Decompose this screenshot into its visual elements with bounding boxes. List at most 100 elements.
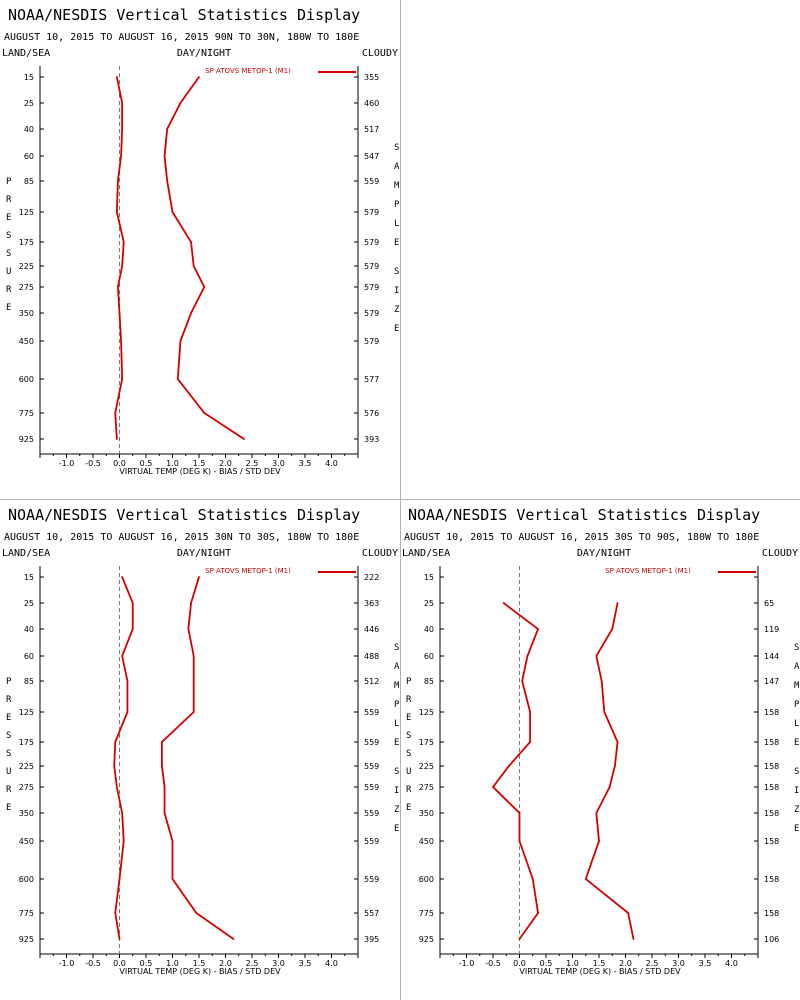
std-dev-series-point	[584, 878, 587, 880]
sample-size-tick-label: 106	[764, 935, 779, 944]
panel-divider-horizontal	[0, 499, 800, 500]
chart-subtitle: AUGUST 10, 2015 TO AUGUST 16, 2015 90N T…	[4, 32, 359, 43]
bias-series-point	[117, 286, 119, 288]
bias-series-point	[521, 680, 524, 682]
bias-series-point	[518, 812, 521, 814]
bias-series-point	[118, 878, 121, 880]
bias-series-point	[121, 576, 124, 578]
sample-size-tick-label: 557	[364, 909, 379, 918]
pressure-tick-label: 450	[419, 837, 434, 846]
std-dev-series-point	[198, 76, 200, 78]
x-tick-label: 2.5	[646, 959, 659, 968]
bias-series-point	[122, 241, 125, 243]
pressure-tick-label: 125	[19, 708, 34, 717]
label-land-sea: LAND/SEA	[402, 548, 450, 559]
bias-series-point	[502, 602, 505, 604]
bias-series-line	[113, 576, 134, 940]
sample-size-tick-label: 579	[364, 238, 379, 247]
label-land-sea: LAND/SEA	[2, 48, 50, 59]
std-dev-series-point	[616, 602, 619, 604]
bias-series-point	[537, 912, 539, 914]
x-tick-label: 0.0	[113, 459, 126, 468]
sample-size-tick-label: 559	[364, 708, 379, 717]
bias-series-point	[131, 628, 134, 630]
pressure-tick-label: 450	[19, 837, 34, 846]
sample-size-tick-label: 158	[764, 708, 779, 717]
bias-series-point	[113, 765, 116, 767]
std-dev-series-point	[203, 286, 206, 288]
bias-series-point	[518, 840, 521, 842]
chart-svg: NOAA/NESDIS Vertical Statistics Display A…	[2, 6, 400, 476]
std-dev-series-point	[163, 155, 166, 157]
sample-size-tick-label: 579	[364, 262, 379, 271]
x-tick-label: 0.5	[140, 959, 153, 968]
x-tick-label: 1.0	[566, 959, 579, 968]
label-land-sea: LAND/SEA	[2, 548, 50, 559]
x-axis-label: VIRTUAL TEMP (DEG K) - BIAS / STD DEV	[519, 967, 681, 976]
std-dev-series-point	[632, 938, 635, 940]
bias-series-point	[122, 840, 125, 842]
bias-series-line	[491, 602, 540, 940]
sample-size-tick-label: 158	[764, 875, 779, 884]
sample-size-tick-label: 222	[364, 573, 379, 582]
pressure-tick-label: 350	[19, 309, 34, 318]
x-tick-label: 0.0	[113, 959, 126, 968]
label-cloudy: CLOUDY	[362, 548, 398, 559]
std-dev-series-point	[608, 786, 611, 788]
label-day-night: DAY/NIGHT	[177, 48, 231, 59]
chart-subtitle: AUGUST 10, 2015 TO AUGUST 16, 2015 30N T…	[4, 532, 359, 543]
pressure-tick-label: 85	[424, 677, 434, 686]
pressure-tick-label: 15	[24, 73, 34, 82]
sample-size-tick-label: 559	[364, 837, 379, 846]
chart-subtitle: AUGUST 10, 2015 TO AUGUST 16, 2015 30S T…	[404, 532, 759, 543]
x-tick-label: -1.0	[59, 959, 75, 968]
sample-size-tick-label: 559	[364, 875, 379, 884]
sample-size-tick-label: 460	[364, 99, 379, 108]
legend-label: SP ATOVS METOP-1 (M1)	[205, 567, 291, 575]
sample-size-tick-label: 547	[364, 152, 379, 161]
bias-series-point	[529, 711, 531, 713]
x-tick-label: 1.5	[193, 959, 206, 968]
pressure-tick-label: 775	[419, 909, 434, 918]
sample-size-tick-label: 559	[364, 762, 379, 771]
bias-series-line	[114, 76, 125, 440]
std-dev-series-point	[163, 812, 166, 814]
x-tick-label: 4.0	[725, 959, 738, 968]
sample-size-tick-label: 512	[364, 677, 379, 686]
x-tick-label: -0.5	[85, 959, 101, 968]
pressure-tick-label: 60	[24, 152, 34, 161]
bias-series-point	[121, 265, 124, 267]
std-dev-series-point	[190, 602, 192, 604]
pressure-tick-label: 925	[19, 935, 34, 944]
pressure-tick-label: 600	[19, 875, 34, 884]
pressure-tick-label: 85	[24, 677, 34, 686]
bias-series-point	[537, 628, 539, 630]
sample-size-tick-label: 559	[364, 738, 379, 747]
panel-divider-vertical	[400, 0, 401, 1000]
sample-size-tick-label: 65	[764, 599, 774, 608]
chart-panel-30n-30s: NOAA/NESDIS Vertical Statistics Display A…	[0, 500, 400, 1000]
pressure-tick-label: 450	[19, 337, 34, 346]
bias-series-point	[114, 412, 117, 414]
pressure-tick-label: 175	[19, 238, 34, 247]
pressure-tick-label: 225	[419, 762, 434, 771]
pressure-tick-label: 775	[19, 909, 34, 918]
sample-size-tick-label: 576	[364, 409, 379, 418]
pressure-tick-label: 15	[24, 573, 34, 582]
x-tick-label: 0.5	[140, 459, 153, 468]
pressure-tick-label: 275	[419, 783, 434, 792]
sample-size-tick-label: 158	[764, 738, 779, 747]
bias-series-point	[529, 741, 531, 743]
std-dev-series-point	[190, 312, 192, 314]
std-dev-series-point	[190, 241, 192, 243]
sample-size-tick-label: 158	[764, 762, 779, 771]
std-dev-series-point	[203, 412, 206, 414]
x-tick-label: 2.5	[246, 459, 259, 468]
bias-series-point	[131, 602, 134, 604]
x-axis-label: VIRTUAL TEMP (DEG K) - BIAS / STD DEV	[119, 967, 281, 976]
std-dev-series-point	[171, 840, 174, 842]
pressure-tick-label: 925	[19, 435, 34, 444]
pressure-tick-label: 25	[424, 599, 434, 608]
label-cloudy: CLOUDY	[362, 48, 398, 59]
